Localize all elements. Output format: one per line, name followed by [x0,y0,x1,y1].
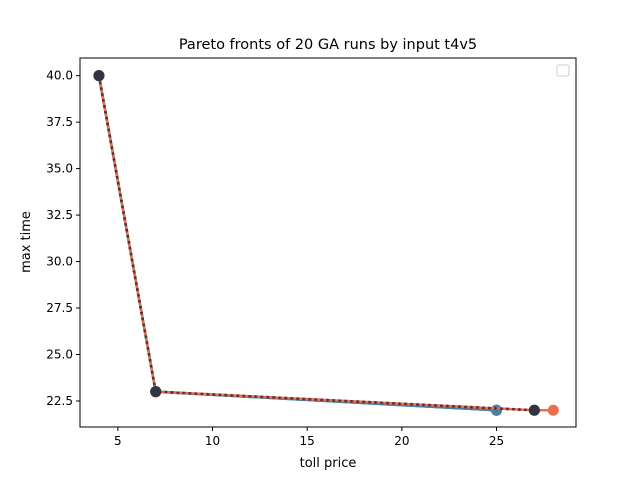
y-tick-label: 35.0 [46,162,73,176]
x-tick-label: 10 [205,434,220,448]
data-point [547,404,559,416]
x-axis-label: toll price [300,456,357,471]
y-tick-label: 25.0 [46,348,73,362]
plot-series [93,70,559,416]
x-axis-ticks: 5 10 15 20 25 [114,427,504,448]
y-tick-label: 37.5 [46,115,73,129]
data-point [528,404,540,416]
data-point [93,70,105,82]
data-point [150,386,162,398]
y-tick-label: 30.0 [46,255,73,269]
plot-frame [79,57,577,428]
data-point [490,404,502,416]
y-tick-label: 32.5 [46,208,73,222]
y-tick-label: 40.0 [46,69,73,83]
x-tick-label: 5 [114,434,122,448]
y-tick-label: 22.5 [46,394,73,408]
y-tick-label: 27.5 [46,301,73,315]
y-axis-ticks: 22.5 25.0 27.5 30.0 32.5 35.0 37.5 40.0 [46,69,80,408]
x-tick-label: 15 [300,434,315,448]
y-axis-label: max time [19,211,34,273]
chart-title: Pareto fronts of 20 GA runs by input t4v… [179,37,477,53]
x-tick-label: 25 [489,434,504,448]
legend-box [556,64,570,77]
series-6 [93,70,540,416]
x-tick-label: 20 [394,434,409,448]
